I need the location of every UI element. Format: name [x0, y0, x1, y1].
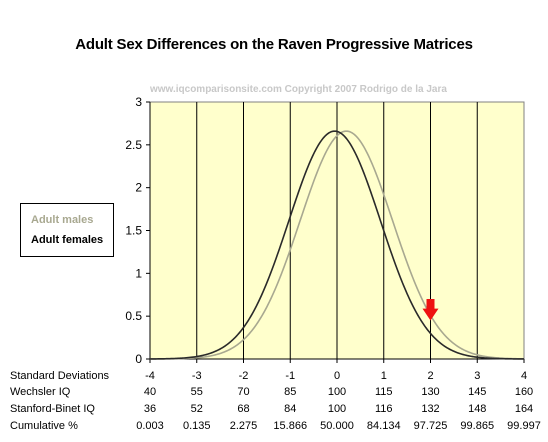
table-cell: 99.997	[507, 420, 541, 432]
table-cell: 84	[284, 403, 297, 415]
y-tick-label: 0.5	[125, 309, 142, 323]
table-cell: 145	[468, 386, 487, 398]
row-stanford-binet-iq: Stanford-Binet IQ 36 52 68 84 100 116 132 148 164	[0, 403, 548, 419]
row-standard-deviations: Standard Deviations -4 -3 -2 -1 0 1 2 3 4	[0, 370, 548, 386]
y-tick-label: 1	[135, 266, 142, 280]
row-label: Stanford-Binet IQ	[10, 403, 95, 415]
table-cell: 50.000	[320, 420, 354, 432]
table-cell: 100	[327, 386, 347, 398]
table-cell: 4	[520, 370, 528, 382]
y-tick-label: 0	[135, 352, 142, 366]
table-cell: -2	[238, 370, 249, 382]
table-cell: 52	[190, 403, 203, 415]
table-cell: 148	[468, 403, 487, 415]
table-cell: 2	[427, 370, 434, 382]
table-cell: 84.134	[366, 420, 401, 432]
table-cell: 0.003	[136, 420, 164, 432]
red-arrow-marker	[422, 299, 439, 321]
watermark: www.iqcomparisonsite.com Copyright 2007 …	[150, 84, 447, 95]
row-label: Standard Deviations	[10, 370, 110, 382]
table-cell: -4	[145, 370, 155, 382]
chart-title: Adult Sex Differences on the Raven Progr…	[75, 36, 473, 53]
table-cell: 100	[327, 403, 347, 415]
table-cell: 160	[514, 386, 534, 398]
table-cell: 3	[474, 370, 481, 382]
row-wechsler-iq: Wechsler IQ 40 55 70 85 100 115 130 145 160	[0, 386, 548, 402]
legend: Adult males Adult females	[20, 203, 114, 257]
series-line-males	[150, 130, 525, 360]
legend-entry-males: Adult males	[31, 214, 94, 226]
table-cell: 40	[143, 386, 157, 398]
table-cell: 15.866	[273, 420, 308, 432]
row-cumulative-percent: Cumulative % 0.003 0.135 2.275 15.866 50.000 8…	[0, 420, 548, 436]
table-cell: 115	[374, 386, 393, 398]
table-cell: 0.135	[182, 420, 211, 432]
table-cell: 132	[421, 403, 440, 415]
row-label: Wechsler IQ	[10, 386, 71, 398]
table-cell: 85	[284, 386, 297, 398]
table-cell: 55	[190, 386, 203, 398]
table-cell: 0	[333, 370, 341, 382]
table-cell: 164	[514, 403, 534, 415]
table-cell: -1	[285, 370, 296, 382]
table-cell: 70	[237, 386, 250, 398]
table-cell: 2.275	[229, 420, 258, 432]
series-line-females	[150, 130, 525, 360]
table-cell: 116	[374, 403, 393, 415]
table-cell: 97.725	[413, 420, 448, 432]
table-cell: 1	[380, 370, 387, 382]
row-label: Cumulative %	[10, 420, 78, 432]
legend-entry-females: Adult females	[31, 234, 104, 246]
y-tick-label: 3	[135, 95, 142, 109]
table-cell: 99.865	[460, 420, 495, 432]
y-tick-label: 2	[135, 181, 142, 195]
table-cell: 68	[237, 403, 250, 415]
y-tick-label: 2.5	[125, 138, 142, 152]
table-cell: 36	[143, 403, 157, 415]
y-tick-label: 1.5	[125, 224, 142, 238]
table-cell: -3	[191, 370, 202, 382]
table-cell: 130	[421, 386, 440, 398]
